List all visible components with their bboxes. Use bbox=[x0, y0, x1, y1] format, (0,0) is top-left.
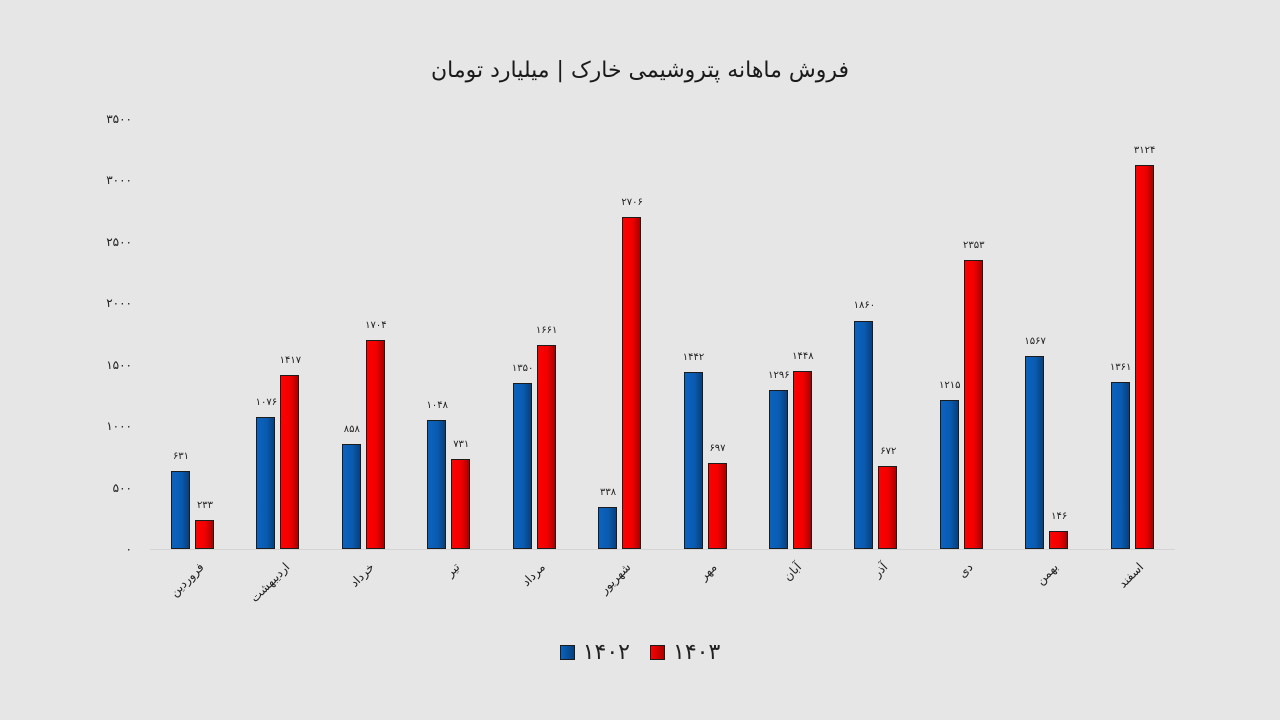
x-tick-label: تیر bbox=[443, 560, 463, 580]
x-tick-label: مهر bbox=[696, 560, 720, 584]
bar-value-label: ۱۸۶۰ bbox=[853, 300, 876, 312]
legend-item-1403[interactable]: ۱۴۰۳ bbox=[650, 640, 720, 665]
y-tick-label: ۱۰۰۰ bbox=[106, 419, 132, 434]
bar-1403[interactable] bbox=[195, 520, 214, 549]
bar-value-label: ۱۲۹۶ bbox=[768, 369, 790, 381]
bar-value-label: ۱۳۶۱ bbox=[1109, 361, 1132, 373]
bar-value-label: ۱۰۴۸ bbox=[426, 400, 448, 412]
x-tick-label: اردیبهشت bbox=[247, 560, 293, 605]
x-axis-line bbox=[150, 549, 1175, 550]
x-tick-label: آذر bbox=[869, 560, 890, 581]
bar-1402[interactable] bbox=[171, 471, 190, 549]
x-tick-label: اسفند bbox=[1115, 560, 1147, 591]
bar-1403[interactable] bbox=[963, 259, 983, 549]
y-tick-label: ۰ bbox=[125, 542, 132, 556]
bar-1402[interactable] bbox=[939, 399, 959, 549]
bar-value-label: ۱۰۷۶ bbox=[255, 396, 278, 408]
bar-value-label: ۶۷۲ bbox=[880, 446, 897, 458]
bar-value-label: ۲۳۵۳ bbox=[963, 239, 985, 251]
bar-value-label: ۱۳۵۰ bbox=[511, 363, 534, 375]
bar-1402[interactable] bbox=[768, 389, 788, 549]
bar-1403[interactable] bbox=[1049, 531, 1069, 549]
bar-value-label: ۶۳۱ bbox=[172, 451, 190, 463]
bar-1402[interactable] bbox=[683, 371, 703, 549]
plot-area: ۶۳۱ ۲۳۳ ۱۰۷۶ ۱۴۱۷ ۸۵۸ ۱۷۰۴ ۱۰۴۸ ۷۳۱ ۱۳۵۰ ۱۶۶۱ ۳۳۸ ۲… bbox=[150, 119, 1175, 549]
y-tick-label: ۳۰۰۰ bbox=[106, 173, 132, 188]
bar-1403[interactable] bbox=[536, 344, 556, 549]
bar-value-label: ۱۷۰۴ bbox=[365, 319, 387, 331]
y-tick-label: ۲۵۰۰ bbox=[106, 234, 132, 249]
bar-1403[interactable] bbox=[707, 463, 727, 549]
x-tick-label: فروردین bbox=[167, 560, 207, 600]
bar-value-label: ۱۴۴۲ bbox=[682, 351, 705, 363]
chart-title: فروش ماهانه پتروشیمی خارک | میلیارد توما… bbox=[430, 58, 850, 83]
legend-label: ۱۴۰۲ bbox=[582, 640, 630, 665]
x-tick-label: دی bbox=[955, 560, 976, 581]
bar-value-label: ۲۷۰۶ bbox=[621, 196, 643, 208]
bar-1402[interactable] bbox=[1025, 356, 1045, 549]
bar-1402[interactable] bbox=[427, 420, 447, 549]
bar-1403[interactable] bbox=[451, 459, 471, 549]
legend-label: ۱۴۰۳ bbox=[673, 640, 721, 665]
bar-value-label: ۶۹۷ bbox=[709, 443, 726, 455]
bar-value-label: ۸۵۸ bbox=[343, 423, 360, 435]
bar-1403[interactable] bbox=[792, 371, 812, 549]
legend: ۱۴۰۲ ۱۴۰۳ bbox=[0, 640, 1280, 665]
y-tick-label: ۲۰۰۰ bbox=[106, 296, 132, 311]
bar-value-label: ۱۵۶۷ bbox=[1024, 336, 1046, 348]
bar-1402[interactable] bbox=[256, 416, 276, 549]
bar-value-label: ۱۶۶۱ bbox=[535, 324, 558, 336]
bar-1403[interactable] bbox=[365, 339, 385, 549]
x-tick-label: آبان bbox=[781, 560, 805, 584]
bar-value-label: ۳۱۲۴ bbox=[1133, 145, 1156, 157]
bar-1402[interactable] bbox=[512, 383, 532, 549]
bar-1402[interactable] bbox=[598, 507, 618, 549]
bar-value-label: ۱۴۶ bbox=[1051, 511, 1068, 523]
x-tick-label: مرداد bbox=[519, 560, 549, 590]
bar-1402[interactable] bbox=[1110, 381, 1130, 549]
x-tick-label: شهریور bbox=[597, 560, 634, 597]
bar-1403[interactable] bbox=[1134, 165, 1154, 549]
legend-swatch-red bbox=[650, 645, 665, 660]
y-tick-label: ۱۵۰۰ bbox=[106, 357, 132, 372]
bar-value-label: ۱۴۴۸ bbox=[792, 351, 814, 363]
y-tick-label: ۳۵۰۰ bbox=[106, 112, 132, 126]
bar-1402[interactable] bbox=[341, 443, 361, 549]
x-tick-label: خرداد bbox=[347, 560, 378, 590]
x-tick-label: بهمن bbox=[1033, 560, 1061, 588]
bar-value-label: ۷۳۱ bbox=[453, 439, 470, 451]
bar-1403[interactable] bbox=[878, 466, 898, 549]
bar-1403[interactable] bbox=[622, 216, 642, 549]
bar-value-label: ۲۳۳ bbox=[196, 500, 214, 512]
bar-1402[interactable] bbox=[854, 320, 874, 549]
y-tick-label: ۵۰۰ bbox=[112, 480, 132, 495]
bar-value-label: ۱۴۱۷ bbox=[279, 354, 302, 366]
bar-value-label: ۳۳۸ bbox=[600, 487, 617, 499]
legend-item-1402[interactable]: ۱۴۰۲ bbox=[559, 640, 630, 665]
bar-1403[interactable] bbox=[280, 374, 300, 549]
legend-swatch-blue bbox=[559, 645, 575, 660]
bar-value-label: ۱۲۱۵ bbox=[939, 379, 961, 391]
